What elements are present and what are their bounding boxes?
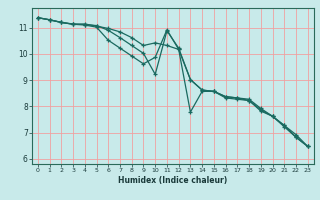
X-axis label: Humidex (Indice chaleur): Humidex (Indice chaleur) [118, 176, 228, 185]
